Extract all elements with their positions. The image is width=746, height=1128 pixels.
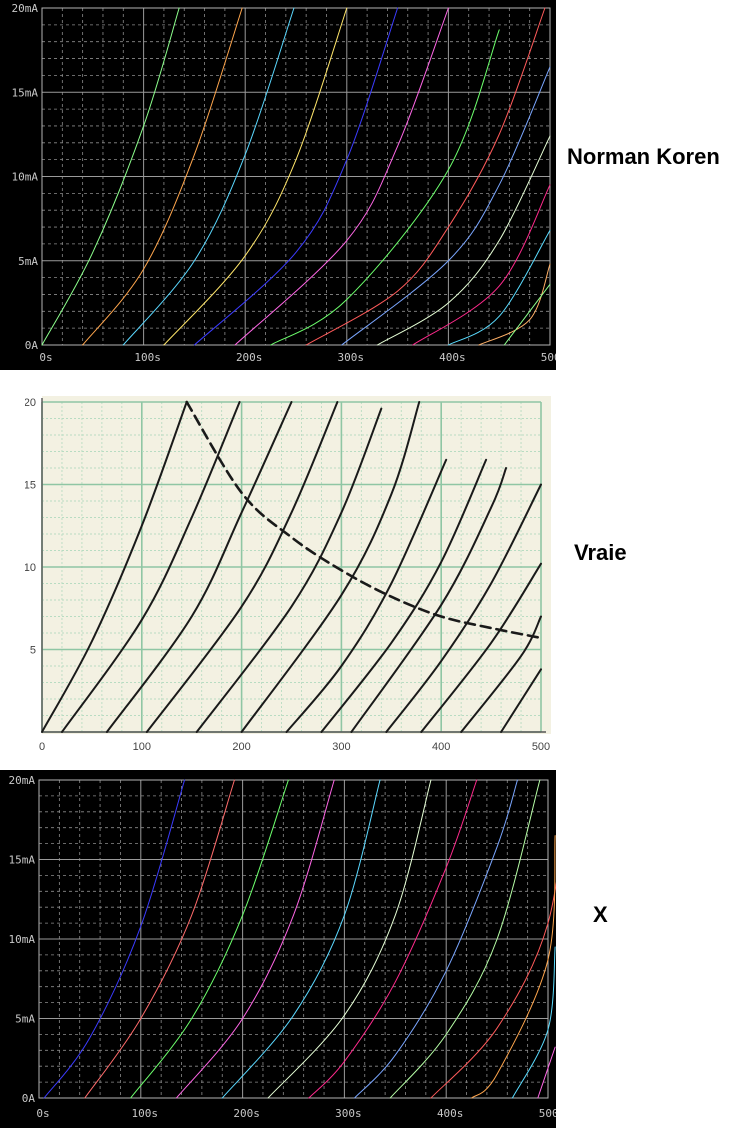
x-tick-label: 400s [439, 351, 466, 364]
series-line [471, 835, 556, 1099]
series-line [308, 779, 478, 1099]
series-line [240, 401, 421, 733]
x-chart-panel: 0s 100s 200s 300s 400s 500s 0A 5mA 10mA 15mA 20mA [0, 770, 556, 1128]
norman-koren-chart: 0s 100s 200s 300s 400s 500s 0A 5mA 10mA 15mA 20mA [12, 2, 557, 364]
y-tick-label: 10mA [9, 933, 36, 946]
series-line [447, 229, 551, 346]
series-line [350, 467, 508, 733]
series-line [412, 184, 551, 346]
y-tick-label: 15mA [12, 86, 39, 99]
series-line [43, 779, 186, 1099]
grid [38, 779, 549, 1099]
series-line [500, 668, 542, 733]
load-line-curve [185, 400, 543, 640]
grid [41, 7, 551, 346]
x-tick-label: 300 [332, 741, 350, 753]
series-line [376, 135, 551, 346]
x-tick-label: 300s [335, 1107, 362, 1120]
norman-koren-caption: Norman Koren [567, 144, 720, 169]
series-line [195, 407, 383, 733]
series-line [234, 7, 449, 346]
x-chart: 0s 100s 200s 300s 400s 500s 0A 5mA 10mA 15mA 20mA [9, 774, 557, 1120]
y-tick-label: 20mA [12, 2, 39, 15]
series-line [105, 401, 293, 733]
series-line [41, 401, 188, 733]
plot-frame [41, 7, 551, 346]
x-tick-label: 200 [232, 741, 250, 753]
series-line [430, 881, 556, 1099]
x-caption: X [593, 902, 608, 927]
series-line [537, 1046, 556, 1099]
series-line [420, 562, 542, 733]
y-tick-label: 10mA [12, 171, 39, 184]
vraie-caption: Vraie [574, 540, 627, 565]
y-tick-label: 10 [25, 562, 36, 574]
tick-labels: 0s 100s 200s 300s 400s 500s 0A 5mA 10mA 15mA 20mA [12, 2, 557, 364]
series-line [503, 283, 551, 346]
x-tick-label: 0s [39, 351, 52, 364]
series-line [305, 7, 546, 346]
series-line [478, 263, 551, 346]
series-line [82, 7, 243, 346]
y-tick-label: 20mA [9, 774, 36, 787]
y-tick-label: 5mA [15, 1013, 35, 1026]
series-line [84, 779, 235, 1099]
plot-frame [38, 779, 549, 1099]
x-tick-label: 500s [541, 351, 556, 364]
series-line [175, 779, 335, 1099]
x-tick-label: 200s [236, 351, 263, 364]
y-tick-label: 0A [25, 339, 39, 352]
x-tick-label: 500 [532, 741, 550, 753]
series-line [267, 779, 432, 1099]
series-line [130, 779, 289, 1099]
x-tick-label: 0 [39, 741, 45, 753]
series-line [389, 779, 541, 1099]
series-line [163, 7, 348, 346]
x-tick-label: 0s [36, 1107, 49, 1120]
x-tick-label: 200s [233, 1107, 260, 1120]
y-tick-label: 5 [30, 645, 36, 657]
series-line [460, 615, 542, 733]
x-tick-label: 100s [134, 351, 161, 364]
tick-labels: 0 100 200 300 400 500 5 10 15 20 [25, 397, 550, 753]
series-line [341, 66, 551, 346]
x-tick-label: 300s [338, 351, 365, 364]
series-line [270, 29, 500, 346]
series-line [511, 946, 556, 1099]
series-line [285, 458, 448, 733]
tick-labels: 0s 100s 200s 300s 400s 500s 0A 5mA 10mA 15mA 20mA [9, 774, 557, 1120]
y-tick-label: 15mA [9, 854, 36, 867]
series-line [41, 7, 180, 346]
x-tick-label: 500s [539, 1107, 556, 1120]
series-line [193, 7, 399, 346]
vraie-chart-panel: 0 100 200 300 400 500 5 10 15 20 [25, 388, 556, 758]
x-tick-label: 400 [432, 741, 450, 753]
norman-koren-chart-panel: 0s 100s 200s 300s 400s 500s 0A 5mA 10mA 15mA 20mA [0, 0, 556, 370]
series-line [320, 458, 488, 733]
x-tick-label: 400s [437, 1107, 464, 1120]
series-line [221, 779, 381, 1099]
series-line [60, 401, 241, 733]
y-tick-label: 5mA [18, 255, 38, 268]
x-tick-label: 100 [133, 741, 151, 753]
plot-background [42, 396, 551, 734]
y-tick-label: 15 [25, 480, 36, 492]
y-tick-label: 0A [22, 1092, 36, 1105]
series-line [122, 7, 295, 346]
series-line [354, 779, 518, 1099]
series-line [385, 483, 542, 733]
y-tick-label: 20 [25, 397, 36, 409]
series-line [145, 401, 339, 733]
vraie-chart: 0 100 200 300 400 500 5 10 15 20 [25, 396, 551, 753]
x-tick-label: 100s [132, 1107, 159, 1120]
